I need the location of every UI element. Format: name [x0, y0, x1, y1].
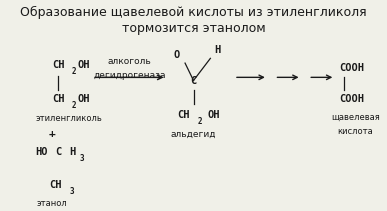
- Text: H: H: [214, 45, 220, 55]
- Text: H: H: [69, 147, 75, 157]
- Text: альдегид: альдегид: [171, 130, 216, 139]
- Text: Образование щавелевой кислоты из этиленгликоля: Образование щавелевой кислоты из этиленг…: [20, 6, 367, 19]
- Text: CH: CH: [49, 180, 62, 190]
- Text: этанол: этанол: [36, 199, 67, 208]
- Text: 3: 3: [70, 187, 74, 196]
- Text: этиленгликоль: этиленгликоль: [35, 114, 102, 123]
- Text: 2: 2: [198, 117, 202, 126]
- Text: CH: CH: [177, 110, 190, 120]
- Text: OH: OH: [77, 95, 90, 104]
- Text: тормозится этанолом: тормозится этанолом: [122, 22, 265, 35]
- Text: 2: 2: [71, 101, 76, 110]
- Text: алкоголь: алкоголь: [108, 57, 151, 66]
- Text: O: O: [173, 50, 180, 60]
- Text: +: +: [48, 129, 55, 139]
- Text: OH: OH: [77, 60, 90, 70]
- Text: 3: 3: [80, 154, 84, 162]
- Text: дегидрогеназа: дегидрогеназа: [93, 71, 166, 80]
- Text: COOH: COOH: [340, 95, 365, 104]
- Text: щавелевая: щавелевая: [331, 112, 380, 121]
- Text: кислота: кислота: [337, 127, 373, 136]
- Text: HO: HO: [35, 147, 48, 157]
- Text: CH: CH: [52, 95, 65, 104]
- Text: C: C: [190, 76, 197, 85]
- Text: C: C: [55, 147, 62, 157]
- Text: COOH: COOH: [340, 63, 365, 73]
- Text: OH: OH: [207, 110, 220, 120]
- Text: CH: CH: [52, 60, 65, 70]
- Text: 2: 2: [71, 66, 76, 76]
